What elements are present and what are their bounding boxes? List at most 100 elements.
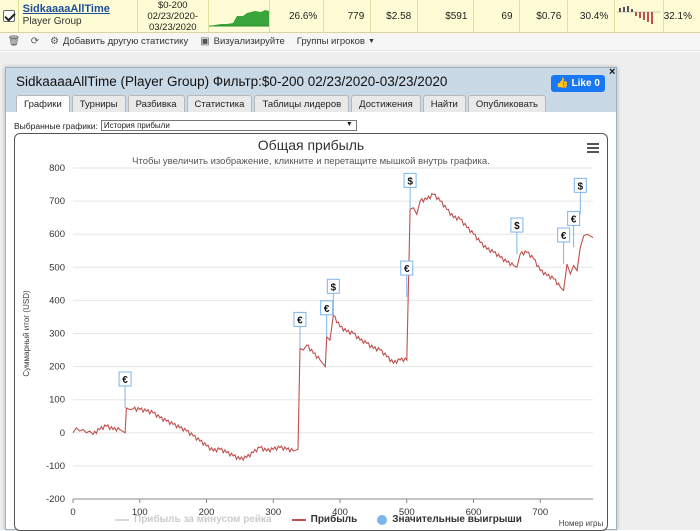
y-tick-label: 800 bbox=[49, 163, 65, 174]
y-tick-label: 300 bbox=[49, 329, 65, 340]
big-win-flag bbox=[557, 227, 571, 243]
legend-swatch bbox=[377, 514, 388, 525]
legend-swatch bbox=[291, 518, 306, 521]
dialog-tabs: Графики Турниры Разбивка Статистика Табл… bbox=[16, 95, 548, 112]
big-win-label: € bbox=[561, 231, 567, 242]
legend-item-big-wins[interactable]: Значительные выигрыши bbox=[377, 514, 522, 525]
x-axis-label: Номер игры bbox=[559, 519, 604, 528]
add-stats-label: Добавить другую статистику bbox=[62, 36, 189, 47]
y-tick-label: 500 bbox=[49, 262, 65, 273]
tab-breakdown[interactable]: Разбивка bbox=[127, 95, 185, 112]
facebook-like-button[interactable]: 👍 Like 0 bbox=[551, 75, 605, 92]
tab-graphs[interactable]: Графики bbox=[16, 95, 70, 112]
stat-avg-profit: $0.76 bbox=[520, 0, 569, 32]
chart-menu-icon[interactable] bbox=[587, 143, 599, 155]
big-win-flag bbox=[400, 260, 414, 276]
x-tick-label: 100 bbox=[132, 507, 148, 518]
y-tick-label: 400 bbox=[49, 295, 65, 306]
big-win-flag bbox=[118, 371, 132, 387]
profit-sparkline bbox=[208, 0, 270, 32]
big-win-flag bbox=[573, 177, 587, 193]
stat-itm: 30.4% bbox=[568, 0, 616, 32]
x-tick-label: 600 bbox=[466, 507, 482, 518]
y-tick-label: 200 bbox=[49, 362, 65, 373]
player-name-link[interactable]: SidkaaaaAllTime bbox=[22, 3, 110, 15]
big-win-label: € bbox=[404, 264, 410, 275]
big-win-label: $ bbox=[514, 221, 520, 232]
row-checkbox[interactable] bbox=[2, 10, 15, 22]
legend-item-rake[interactable]: Прибыль за минусом рейка bbox=[115, 514, 272, 525]
y-tick-label: -200 bbox=[46, 494, 65, 505]
dialog-title: SidkaaaaAllTime (Player Group) Фильтр:$0… bbox=[16, 74, 448, 89]
tab-publish[interactable]: Опубликовать bbox=[467, 95, 546, 112]
x-tick-label: 200 bbox=[199, 507, 215, 518]
close-icon[interactable]: × bbox=[609, 66, 616, 78]
tab-leaderboards[interactable]: Таблицы лидеров bbox=[254, 95, 350, 112]
legend-label: Прибыль за минусом рейка bbox=[134, 514, 272, 525]
finish-distribution-graphic bbox=[616, 6, 661, 24]
sliders-icon: ⚙ bbox=[50, 36, 59, 47]
big-win-label: € bbox=[122, 375, 128, 386]
range-date-start: 02/23/2020- bbox=[147, 10, 199, 22]
stat-value-5: 69 bbox=[474, 0, 520, 32]
chart-subtitle: Чтобы увеличить изображение, кликните и … bbox=[132, 156, 490, 167]
legend-label: Прибыль bbox=[310, 514, 358, 525]
tab-search[interactable]: Найти bbox=[422, 95, 466, 112]
big-win-label: € bbox=[324, 304, 330, 315]
big-win-label: $ bbox=[578, 181, 584, 192]
image-icon: ▣ bbox=[200, 36, 210, 47]
legend-swatch bbox=[115, 518, 129, 521]
visualize-label: Визуализируйте bbox=[213, 36, 285, 47]
range-stakes: $0-200 bbox=[157, 0, 188, 11]
player-type-label: Player Group bbox=[22, 16, 82, 27]
profit-chart[interactable]: -200 -100 0 100 200 300 400 500 600 700 800 0 100 200… bbox=[14, 133, 608, 531]
graph-select-value: История прибыли bbox=[103, 121, 170, 130]
y-tick-label: -100 bbox=[46, 461, 65, 472]
big-win-label: € bbox=[297, 315, 303, 326]
player-groups-dropdown[interactable]: Группы игроков ▼ bbox=[297, 36, 375, 47]
big-win-flag bbox=[510, 217, 524, 233]
y-tick-label: 600 bbox=[49, 229, 65, 240]
row-checkbox-cell[interactable] bbox=[0, 0, 19, 32]
trash-icon[interactable]: 🗑 bbox=[7, 36, 21, 47]
chevron-down-icon: ▼ bbox=[367, 38, 375, 45]
profit-series-line bbox=[72, 192, 594, 462]
chevron-down-icon: ▼ bbox=[345, 121, 353, 128]
x-tick-label: 300 bbox=[265, 507, 281, 518]
graph-select-dropdown[interactable]: История прибыли ▼ bbox=[100, 120, 357, 131]
legend-label: Значительные выигрыши bbox=[392, 514, 522, 525]
y-tick-label: 700 bbox=[49, 196, 65, 207]
player-stats-row[interactable]: SidkaaaaAllTime Player Group $0-200 02/2… bbox=[0, 0, 700, 33]
tab-achievements[interactable]: Достижения bbox=[351, 95, 421, 112]
y-tick-label: 100 bbox=[49, 395, 65, 406]
chart-legend: Прибыль за минусом рейка Прибыль Значите… bbox=[115, 514, 542, 525]
big-win-label: € bbox=[571, 214, 577, 225]
tab-tournaments[interactable]: Турниры bbox=[71, 95, 126, 112]
stat-avg-buyin: $2.58 bbox=[371, 0, 419, 32]
range-date-end: 03/23/2020 bbox=[148, 21, 197, 33]
y-tick-label: 0 bbox=[60, 428, 65, 439]
x-tick-label: 400 bbox=[332, 507, 348, 518]
big-win-flag bbox=[320, 300, 334, 316]
graph-select-row: Выбранные графики: История прибыли ▼ bbox=[14, 120, 357, 131]
legend-item-profit[interactable]: Прибыль bbox=[291, 514, 358, 525]
add-stats-button[interactable]: ⚙ Добавить другую статистику bbox=[50, 36, 188, 47]
row-actions-bar: 🗑 ⟳ ⚙ Добавить другую статистику ▣ Визуа… bbox=[0, 33, 700, 51]
refresh-icon[interactable]: ⟳ bbox=[30, 36, 40, 47]
stat-last: 32.1% bbox=[663, 10, 692, 22]
filter-range-cell: $0-200 02/23/2020- 03/23/2020 bbox=[138, 0, 209, 33]
big-win-flag bbox=[567, 210, 581, 226]
big-win-label: $ bbox=[407, 176, 413, 187]
facebook-like-label: Like 0 bbox=[571, 78, 600, 89]
stat-roi: 26.6% bbox=[270, 0, 325, 32]
profit-sparkline-graphic bbox=[208, 10, 269, 27]
graph-dialog: SidkaaaaAllTime (Player Group) Фильтр:$0… bbox=[5, 66, 617, 531]
big-win-label: $ bbox=[331, 282, 337, 293]
big-win-flag bbox=[403, 172, 417, 188]
dialog-header: SidkaaaaAllTime (Player Group) Фильтр:$0… bbox=[6, 66, 616, 112]
x-tick-label: 500 bbox=[399, 507, 415, 518]
profit-chart-svg[interactable]: -200 -100 0 100 200 300 400 500 600 700 800 0 100 200… bbox=[15, 134, 607, 530]
tab-statistics[interactable]: Статистика bbox=[186, 95, 253, 112]
graph-select-label: Выбранные графики: bbox=[14, 120, 98, 131]
visualize-button[interactable]: ▣ Визуализируйте bbox=[200, 36, 285, 47]
